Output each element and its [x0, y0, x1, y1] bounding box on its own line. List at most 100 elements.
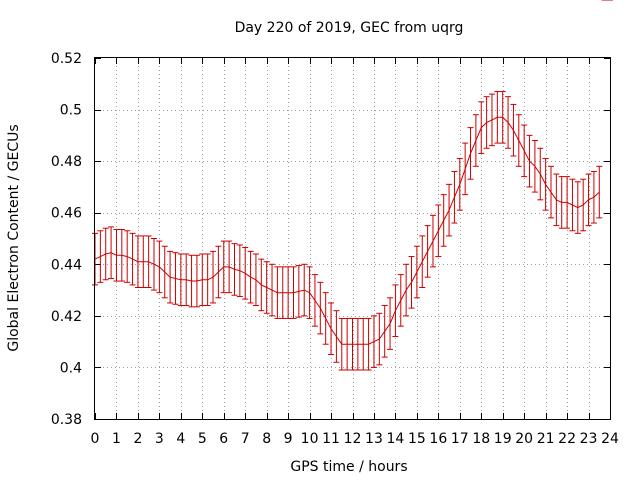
gec-point-errorbar: [488, 93, 495, 147]
x-tick-label: 0: [91, 431, 100, 447]
gec-series: [92, 0, 613, 371]
gec-point-errorbar: [151, 238, 158, 291]
gec-point-errorbar: [231, 243, 238, 296]
gec-point-errorbar: [140, 235, 147, 288]
gec-point-errorbar: [285, 266, 292, 319]
gec-point-errorbar: [574, 181, 581, 234]
gec-point-errorbar: [564, 176, 571, 229]
gec-point-errorbar: [129, 232, 136, 286]
gec-point-errorbar: [113, 228, 120, 282]
gec-point-errorbar: [569, 178, 576, 232]
gec-point-errorbar: [295, 265, 302, 318]
y-tick-label: 0.46: [51, 206, 82, 222]
x-tick-label: 1: [112, 431, 121, 447]
gec-point-errorbar: [226, 240, 233, 294]
x-tick-label: 8: [262, 431, 271, 447]
chart-title: Day 220 of 2019, GEC from uqrg: [235, 20, 464, 36]
gec-point-errorbar: [408, 256, 415, 309]
x-tick-label: 15: [408, 431, 426, 447]
gec-point-errorbar: [467, 127, 474, 180]
gec-point-errorbar: [478, 101, 485, 154]
gec-point-errorbar: [134, 235, 141, 288]
gec-point-errorbar: [456, 158, 463, 211]
gec-point-errorbar: [322, 292, 329, 345]
y-tick-label: 0.5: [60, 103, 82, 119]
gec-point-errorbar: [547, 165, 554, 219]
x-tick-label: 21: [537, 431, 555, 447]
x-tick-label: 24: [601, 431, 619, 447]
gec-point-errorbar: [440, 194, 447, 247]
gec-point-errorbar: [370, 315, 377, 368]
gec-point-errorbar: [108, 226, 115, 279]
grid-lines: [95, 58, 610, 419]
gec-point-errorbar: [252, 253, 259, 307]
gec-point-errorbar: [553, 173, 560, 227]
x-tick-label: 18: [472, 431, 490, 447]
x-tick-label: 23: [580, 431, 598, 447]
x-tick-label: 9: [284, 431, 293, 447]
gec-point-errorbar: [462, 142, 469, 196]
gec-point-errorbar: [145, 235, 152, 288]
gec-point-errorbar: [97, 230, 104, 283]
y-tick-label: 0.52: [51, 51, 82, 67]
gec-point-errorbar: [210, 250, 217, 304]
gec-series-line: [94, 116, 600, 345]
gec-point-errorbar: [317, 281, 324, 335]
y-tick-label: 0.4: [60, 360, 82, 376]
x-tick-label: 12: [344, 431, 362, 447]
x-tick-label: 5: [198, 431, 207, 447]
gec-point-errorbar: [220, 240, 227, 294]
gec-point-errorbar: [328, 302, 335, 356]
gec-point-errorbar: [124, 230, 131, 283]
gec-point-errorbar: [333, 310, 340, 363]
gec-point-errorbar: [580, 178, 587, 232]
gec-point-errorbar: [526, 134, 533, 188]
gec-point-errorbar: [596, 165, 603, 219]
x-tick-label: 20: [515, 431, 533, 447]
x-tick-label: 3: [155, 431, 164, 447]
y-axis-label: Global Electron Content / GECUs: [6, 124, 22, 351]
x-tick-label: 11: [322, 431, 340, 447]
gec-point-errorbar: [279, 266, 286, 319]
gec-point-errorbar: [585, 173, 592, 227]
gec-point-errorbar: [387, 297, 394, 350]
y-tick-label: 0.42: [51, 309, 82, 325]
gec-point-errorbar: [403, 263, 410, 317]
x-tick-label: 6: [219, 431, 228, 447]
gec-point-errorbar: [177, 253, 184, 307]
gec-point-errorbar: [156, 240, 163, 294]
x-tick-label: 2: [133, 431, 142, 447]
gec-point-errorbar: [419, 235, 426, 288]
gec-point-errorbar: [301, 263, 308, 317]
gec-point-errorbar: [510, 103, 517, 157]
gec-point-errorbar: [494, 91, 501, 144]
gec-point-errorbar: [354, 317, 361, 371]
gec-point-errorbar: [435, 204, 442, 258]
gec-point-errorbar: [215, 245, 222, 299]
x-tick-label: 10: [301, 431, 319, 447]
gec-point-errorbar: [429, 214, 436, 268]
gec-point-errorbar: [167, 250, 174, 304]
y-tick-label: 0.38: [51, 412, 82, 428]
gec-point-errorbar: [349, 317, 356, 371]
x-tick-label: 16: [429, 431, 447, 447]
gec-point-errorbar: [360, 317, 367, 371]
x-tick-label: 4: [176, 431, 185, 447]
gec-point-errorbar: [161, 245, 168, 299]
gec-point-errorbar: [558, 176, 565, 229]
y-tick-label: 0.44: [51, 257, 82, 273]
y-tick-label: 0.48: [51, 154, 82, 170]
x-tick-label: 14: [387, 431, 405, 447]
x-axis-label: GPS time / hours: [290, 459, 407, 475]
gec-point-errorbar: [247, 250, 254, 304]
y-tick-labels: 0.38 0.4 0.42 0.44 0.46 0.48 0.5 0.52: [51, 51, 82, 428]
gec-point-errorbar: [376, 312, 383, 366]
x-tick-labels: 0 1 2 3 4 5 6 7 8 9 10 11 12 13 14 15 16 17 18 19 20 21 22 23 24: [91, 431, 619, 447]
gec-point-errorbar: [236, 244, 243, 298]
gec-point-errorbar: [365, 317, 372, 371]
x-tick-label: 19: [494, 431, 512, 447]
gec-point-errorbar: [483, 96, 490, 149]
gec-point-errorbar: [451, 170, 458, 224]
gec-point-errorbar: [424, 225, 431, 278]
